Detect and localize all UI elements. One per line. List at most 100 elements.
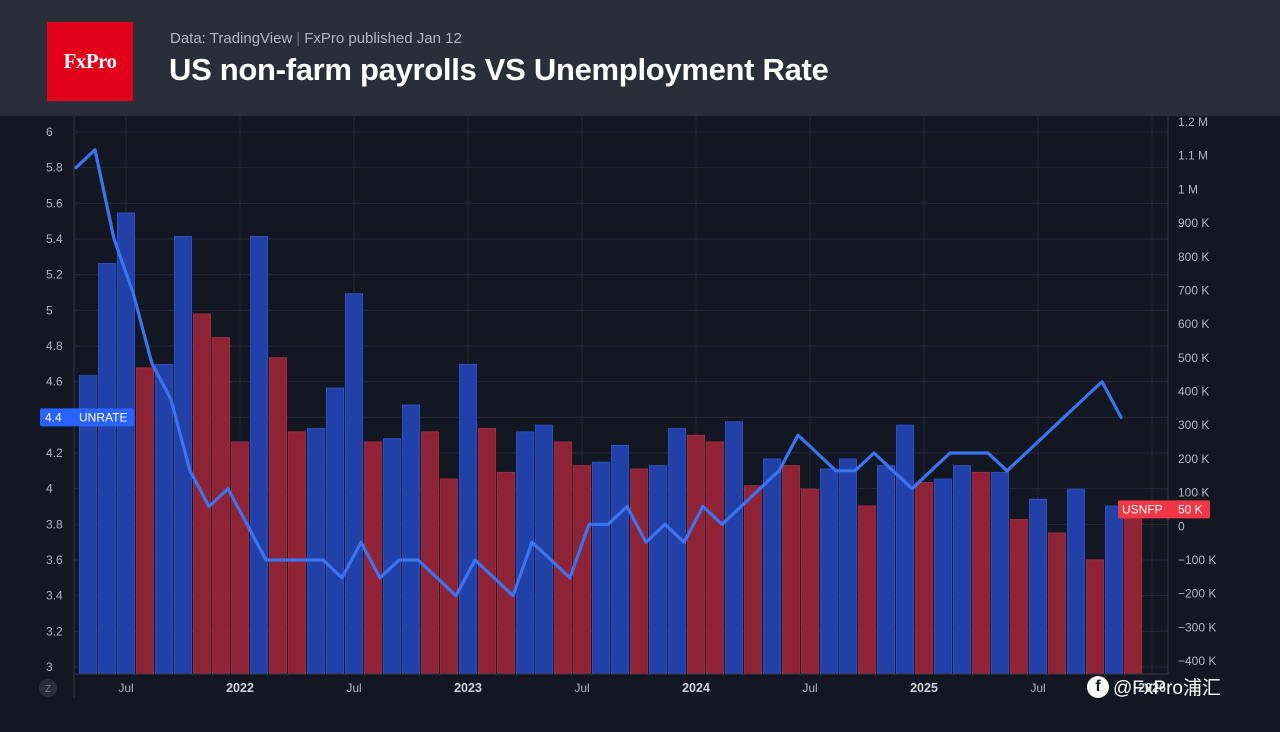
nfp-bar: [98, 263, 116, 675]
nfp-bar: [1067, 488, 1085, 675]
usnfp-tag-bg: [1118, 500, 1210, 519]
usnfp-tag-name: USNFP: [1122, 502, 1163, 516]
nfp-bar: [516, 431, 534, 675]
nfp-bar: [136, 367, 154, 675]
nfp-bar: [1105, 505, 1123, 675]
nfp-bar: [763, 458, 781, 675]
right-tick-label: −200 K: [1178, 587, 1216, 601]
nfp-bar: [554, 441, 572, 675]
unrate-tag-name: UNRATE: [79, 410, 127, 424]
right-tick-label: 200 K: [1178, 452, 1209, 466]
nfp-bar: [1029, 498, 1047, 675]
watermark-text: @FxPro浦汇: [1113, 678, 1221, 699]
x-tick-label: 2024: [682, 681, 710, 695]
nfp-bar: [421, 431, 439, 675]
nfp-bar: [212, 337, 230, 675]
nfp-bar: [288, 431, 306, 675]
x-axis-labels: Jul 2022 Jul 2023 Jul 2024 Jul 2025 Jul 2026: [118, 681, 1166, 695]
nfp-bar: [592, 461, 610, 675]
subtitle-separator: |: [296, 30, 301, 47]
nfp-bar: [839, 458, 857, 675]
left-tick-label: 4: [46, 482, 53, 496]
nfp-bar: [1010, 519, 1028, 675]
nfp-bar: [402, 404, 420, 675]
right-axis-labels: 1.2 M 1.1 M 1 M 900 K 800 K 700 K 600 K 500 K 40…: [1178, 116, 1216, 668]
nfp-bar: [1048, 532, 1066, 675]
right-tick-label: 800 K: [1178, 250, 1209, 264]
right-tick-label: 1 M: [1178, 182, 1198, 196]
nfp-bar: [155, 364, 173, 675]
left-tick-label: 4.8: [46, 339, 63, 353]
data-source: Data: TradingView: [170, 30, 293, 47]
nfp-bar: [250, 236, 268, 675]
x-tick-label: Jul: [1030, 681, 1045, 695]
right-tick-label: 900 K: [1178, 216, 1209, 230]
x-tick-label: Jul: [574, 681, 589, 695]
nfp-bar: [573, 465, 591, 675]
nfp-bar: [706, 441, 724, 675]
x-tick-label: Jul: [346, 681, 361, 695]
nfp-bar: [611, 444, 629, 675]
nfp-bar: [820, 468, 838, 675]
chart-header: FxPro Data: TradingView | FxPro published …: [0, 0, 1280, 116]
nfp-bar: [915, 482, 933, 675]
nfp-bar: [858, 505, 876, 675]
nfp-bar: [972, 471, 990, 675]
right-tick-label: 300 K: [1178, 418, 1209, 432]
nfp-bar: [307, 428, 325, 675]
nfp-bar: [1086, 559, 1104, 675]
nfp-bar: [649, 465, 667, 675]
right-tick-label: 0: [1178, 519, 1185, 533]
right-tick-label: 400 K: [1178, 385, 1209, 399]
left-tick-label: 3: [46, 660, 53, 674]
nfp-bar: [668, 428, 686, 675]
right-tick-label: −100 K: [1178, 553, 1216, 567]
chart-title: US non-farm payrolls VS Unemployment Rat…: [169, 52, 829, 87]
nfp-bar: [877, 465, 895, 675]
nfp-bar: [630, 468, 648, 675]
right-tick-label: 500 K: [1178, 351, 1209, 365]
x-tick-label: 2023: [454, 681, 482, 695]
unrate-tag-value: 4.4: [45, 410, 62, 424]
z-button-label: Z: [45, 684, 51, 695]
nfp-bar: [497, 471, 515, 675]
x-tick-label: Jul: [118, 681, 133, 695]
nfp-bar: [459, 364, 477, 675]
left-tick-label: 4.6: [46, 375, 63, 389]
right-tick-label: 1.1 M: [1178, 149, 1208, 163]
nfp-bar: [934, 478, 952, 675]
left-tick-label: 3.2: [46, 624, 63, 638]
nfp-bar: [440, 478, 458, 675]
nfp-bar: [782, 465, 800, 675]
left-tick-label: 3.6: [46, 553, 63, 567]
right-tick-label: −400 K: [1178, 654, 1216, 668]
nfp-bar: [744, 485, 762, 675]
nfp-bar: [345, 293, 363, 675]
left-tick-label: 5.8: [46, 161, 63, 175]
nfp-bar: [117, 212, 135, 675]
nfp-bar: [953, 465, 971, 675]
left-tick-label: 5.6: [46, 196, 63, 210]
right-tick-label: 600 K: [1178, 317, 1209, 331]
x-tick-label: 2022: [226, 681, 254, 695]
nfp-bar: [991, 471, 1009, 675]
nfp-bar: [231, 441, 249, 675]
usnfp-tag-value: 50 K: [1178, 502, 1203, 516]
usnfp-axis-tag: USNFP 50 K: [1118, 500, 1210, 519]
watermark: f @FxPro浦汇: [1087, 673, 1221, 700]
nfp-bar: [1124, 508, 1142, 675]
left-tick-label: 5: [46, 303, 53, 317]
left-axis-labels: 6 5.8 5.6 5.4 5.2 5 4.8 4.6 4.4 4.2 4 3.8 3.6 3.4 3.2 3: [46, 125, 63, 674]
left-tick-label: 6: [46, 125, 53, 139]
left-tick-label: 3.8: [46, 517, 63, 531]
unrate-axis-tag: 4.4 UNRATE: [40, 408, 134, 427]
nfp-bar: [174, 236, 192, 675]
chart-subtitle: Data: TradingView | FxPro published Jan 12: [170, 30, 462, 47]
nfp-bar: [269, 357, 287, 675]
published-date: FxPro published Jan 12: [304, 30, 462, 47]
right-tick-label: 100 K: [1178, 486, 1209, 500]
right-tick-label: 700 K: [1178, 283, 1209, 297]
x-tick-label: Jul: [802, 681, 817, 695]
unrate-line: [74, 148, 1123, 598]
wechat-icon: f: [1087, 675, 1109, 698]
